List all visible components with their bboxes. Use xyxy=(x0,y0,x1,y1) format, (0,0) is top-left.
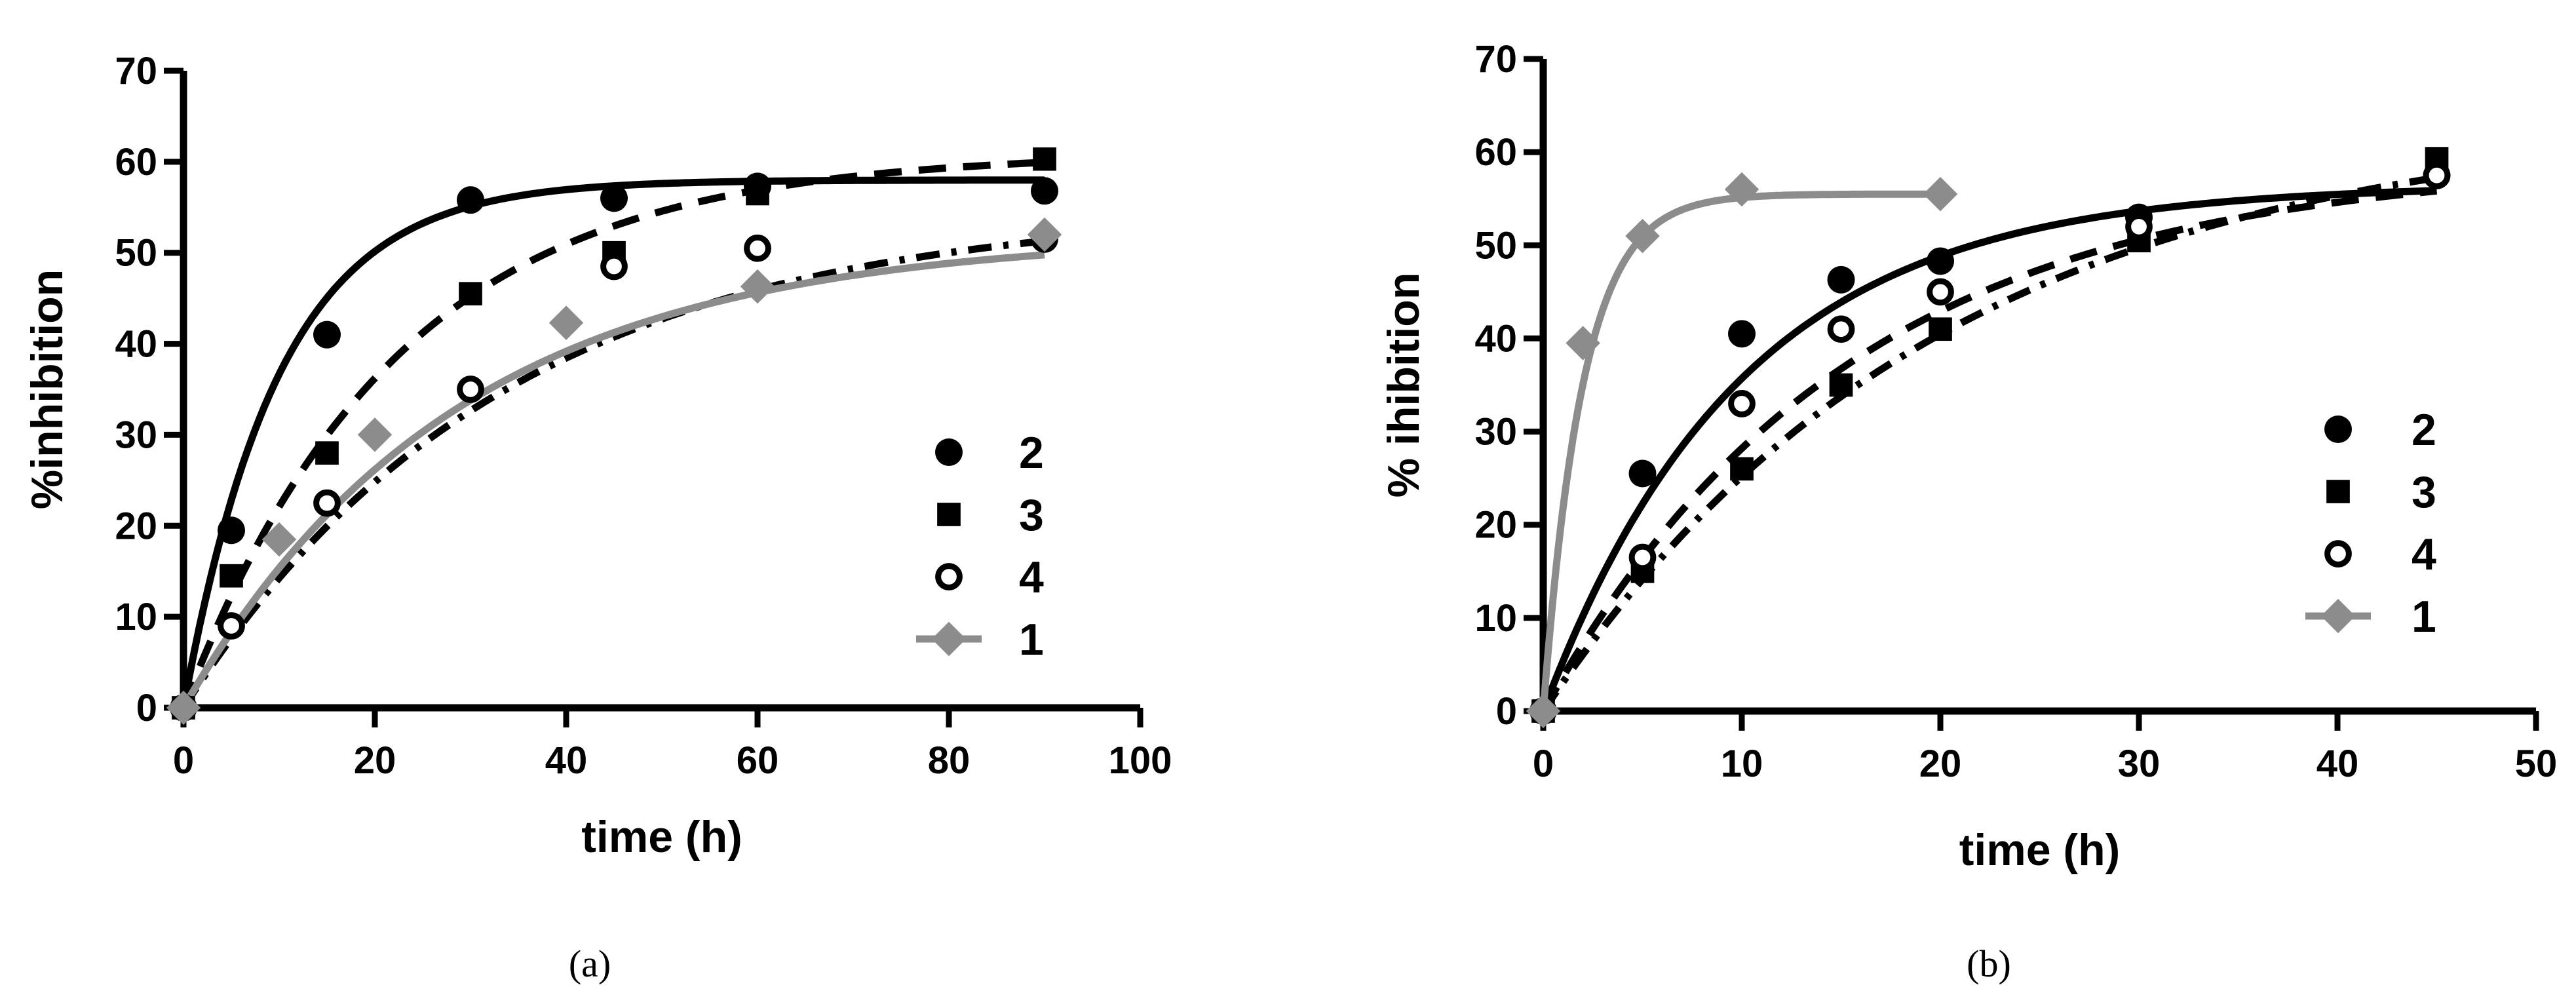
legend-label-series-3: 3 xyxy=(2412,467,2436,517)
legend-label-series-4: 4 xyxy=(2412,530,2436,579)
y-tick-label: 50 xyxy=(1474,224,1517,267)
data-point-series-4 xyxy=(600,252,628,280)
legend-marker-series-4 xyxy=(2324,540,2352,568)
data-point-series-2 xyxy=(1031,177,1058,205)
data-point-series-3 xyxy=(315,441,339,465)
x-tick-label: 80 xyxy=(928,739,971,782)
legend-label-series-2: 2 xyxy=(1019,428,1044,478)
legend-label-series-2: 2 xyxy=(2412,405,2436,455)
y-tick-label: 0 xyxy=(1496,690,1517,733)
data-point-series-1 xyxy=(1566,326,1600,360)
data-point-series-2 xyxy=(1827,265,1855,294)
y-tick-label: 20 xyxy=(115,505,157,547)
y-tick-label: 10 xyxy=(115,596,157,638)
data-point-series-4 xyxy=(313,489,341,517)
x-tick-label: 10 xyxy=(1721,743,1763,785)
y-tick-label: 0 xyxy=(136,687,157,729)
y-tick-label: 30 xyxy=(1474,411,1517,454)
x-axis-title: time (h) xyxy=(1959,825,2121,875)
data-point-series-2 xyxy=(457,186,484,214)
panel-a-caption: (a) xyxy=(569,942,611,985)
data-point-series-3 xyxy=(1929,317,1952,341)
data-point-series-1 xyxy=(1923,176,1958,212)
data-point-series-4 xyxy=(457,376,484,403)
data-point-series-1 xyxy=(548,305,584,340)
data-point-series-1 xyxy=(1625,218,1660,254)
data-point-series-1 xyxy=(1526,693,1561,729)
fit-curve-series-4 xyxy=(1540,174,2438,714)
legend-label-series-3: 3 xyxy=(1019,490,1044,540)
data-point-series-4 xyxy=(1827,315,1855,343)
y-tick-label: 50 xyxy=(115,232,157,275)
y-tick-label: 30 xyxy=(115,414,157,456)
y-axis-title: %inhibition xyxy=(22,269,72,509)
data-point-series-4 xyxy=(1628,543,1657,571)
data-point-series-4 xyxy=(1927,278,1954,306)
x-tick-label: 100 xyxy=(1109,739,1172,782)
y-axis-title: % ihibition xyxy=(1379,273,1429,498)
legend-label-series-1: 1 xyxy=(2412,592,2436,642)
data-point-series-2 xyxy=(218,516,245,545)
y-tick-label: 70 xyxy=(1474,38,1517,81)
data-point-series-2 xyxy=(313,320,341,349)
fit-curve-series-3 xyxy=(180,159,1045,709)
x-tick-label: 0 xyxy=(173,739,194,782)
data-point-series-4 xyxy=(1728,390,1756,417)
data-point-series-3 xyxy=(459,282,482,306)
data-point-series-3 xyxy=(1829,373,1853,397)
y-tick-label: 60 xyxy=(1474,131,1517,174)
y-tick-label: 40 xyxy=(1474,317,1517,360)
panel-b-caption: (b) xyxy=(1967,942,2011,985)
panel-a-chart: 0 10 20 30 40 50 60 70 0 20 40 60 80 100 time (h) %inhi… xyxy=(22,50,1172,862)
x-tick-label: 40 xyxy=(2316,743,2359,785)
legend-marker-series-3 xyxy=(2326,480,2350,503)
fit-curve-series-2 xyxy=(1539,187,2437,712)
x-tick-label: 30 xyxy=(2118,743,2161,785)
data-point-series-3 xyxy=(1033,147,1056,171)
x-tick-label: 50 xyxy=(2515,743,2558,785)
y-tick-label: 40 xyxy=(115,323,157,366)
data-point-series-1 xyxy=(261,522,297,557)
data-point-series-3 xyxy=(746,182,769,206)
y-tick-label: 20 xyxy=(1474,504,1517,547)
y-tick-label: 70 xyxy=(115,50,157,92)
legend-label-series-1: 1 xyxy=(1019,615,1044,665)
data-point-series-1 xyxy=(1027,217,1062,252)
y-tick-label: 60 xyxy=(115,141,157,183)
x-tick-label: 20 xyxy=(354,739,396,782)
legend-marker-series-3 xyxy=(937,503,961,526)
data-point-series-4 xyxy=(2125,212,2153,241)
x-tick-label: 40 xyxy=(545,739,588,782)
data-point-series-2 xyxy=(1628,459,1657,488)
data-point-series-2 xyxy=(600,184,628,212)
legend-marker-series-2 xyxy=(2324,415,2352,443)
legend-marker-series-1 xyxy=(2320,598,2356,634)
x-tick-label: 20 xyxy=(1919,743,1962,785)
fit-curve-series-4 xyxy=(180,237,1045,710)
legend-marker-series-2 xyxy=(935,438,963,466)
x-axis-title: time (h) xyxy=(581,812,742,862)
data-point-series-4 xyxy=(744,234,771,262)
data-point-series-4 xyxy=(2423,161,2451,189)
data-point-series-4 xyxy=(218,612,245,640)
y-tick-label: 10 xyxy=(1474,597,1517,640)
data-point-series-1 xyxy=(357,417,393,452)
legend-label-series-4: 4 xyxy=(1019,552,1044,602)
data-point-series-1 xyxy=(166,690,201,725)
x-tick-label: 60 xyxy=(737,739,779,782)
legend-marker-series-4 xyxy=(935,563,963,590)
data-point-series-3 xyxy=(220,564,243,588)
legend-marker-series-1 xyxy=(931,621,967,657)
data-point-series-2 xyxy=(1927,247,1954,275)
panel-b-chart: 0 10 20 30 40 50 60 70 0 10 20 30 40 50 time (h) % ihib… xyxy=(1379,38,2557,875)
data-point-series-3 xyxy=(1730,457,1754,481)
data-point-series-2 xyxy=(1728,320,1756,348)
fit-curve-series-3 xyxy=(1540,187,2438,713)
data-point-series-1 xyxy=(1724,172,1759,207)
data-point-series-1 xyxy=(740,269,775,304)
x-tick-label: 0 xyxy=(1533,743,1554,785)
